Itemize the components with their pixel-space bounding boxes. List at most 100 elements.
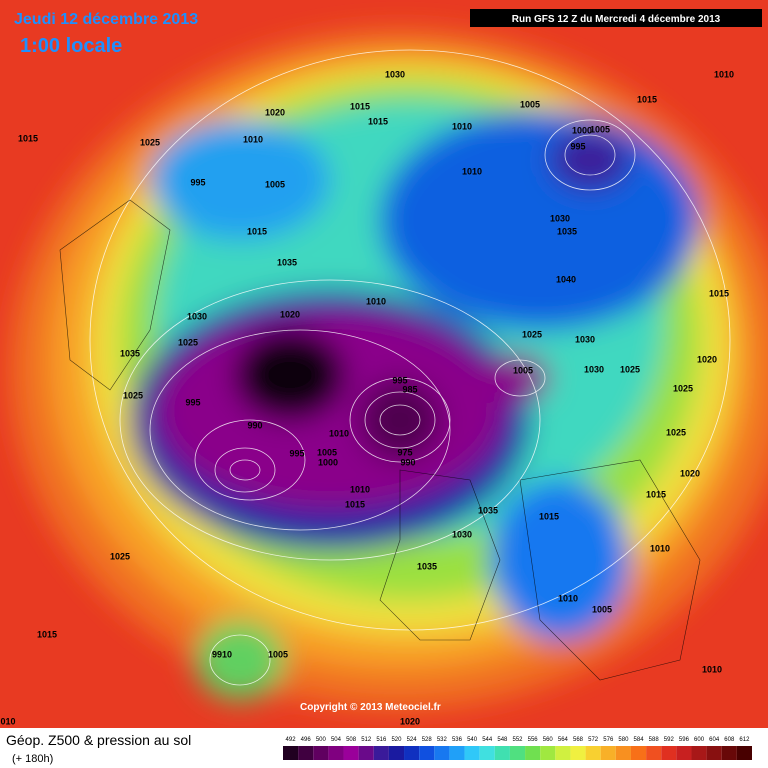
isobar-label: 1025 <box>110 551 130 561</box>
isobar-label: 1010 <box>452 121 472 131</box>
colorbar-label: 512 <box>361 737 372 743</box>
isobar-label: 990 <box>247 420 262 430</box>
isobar-label: 1020 <box>697 354 717 364</box>
isobar-label: 1005 <box>268 649 288 659</box>
colorbar-swatch <box>419 746 435 760</box>
isobar-label: 1010 <box>558 593 578 603</box>
isobar-label: 995 <box>190 177 205 187</box>
field <box>10 30 768 710</box>
isobar-label: 1025 <box>673 383 693 393</box>
colorbar-swatch <box>646 746 662 760</box>
isobar-label: 1015 <box>350 101 370 111</box>
colorbar-label: 556 <box>528 737 539 743</box>
time: 1:00 locale <box>20 35 122 57</box>
isobar-label: 1010 <box>366 296 386 306</box>
colorbar-swatch <box>283 746 299 760</box>
isobar-label: 1020 <box>265 107 285 117</box>
isobar-label: 1010 <box>350 484 370 494</box>
colorbar-label: 508 <box>346 737 357 743</box>
colorbar-swatch <box>540 746 556 760</box>
isobar-label: 1030 <box>575 334 595 344</box>
isobar-label: 1010 <box>650 543 670 553</box>
isobar-label: 1015 <box>345 499 365 509</box>
isobar-label: 1000 <box>318 457 338 467</box>
colorbar-label: 612 <box>739 737 750 743</box>
isobar-label: 1005 <box>592 604 612 614</box>
colorbar-label: 568 <box>573 737 584 743</box>
isobar-label: 1030 <box>452 529 472 539</box>
colorbar-label: 544 <box>482 737 493 743</box>
colorbar-swatch <box>585 746 601 760</box>
footer-title: Géop. Z500 & pression au sol <box>6 732 191 748</box>
isobar-label: 1025 <box>123 390 143 400</box>
isobar-label: 1030 <box>550 213 570 223</box>
copyright: Copyright © 2013 Meteociel.fr <box>300 702 441 713</box>
isobar-label: 1015 <box>646 489 666 499</box>
colorbar-label: 524 <box>407 737 418 743</box>
isobar-label: 1020 <box>680 468 700 478</box>
isobar-label: 985 <box>402 384 417 394</box>
isobar-label: 995 <box>185 397 200 407</box>
isobar-label: 1025 <box>522 329 542 339</box>
isobar-label: 1005 <box>590 124 610 134</box>
colorbar-swatch <box>600 746 616 760</box>
colorbar-label: 576 <box>603 737 614 743</box>
date: Jeudi 12 décembre 2013 <box>14 11 198 28</box>
colorbar-swatch <box>615 746 631 760</box>
isobar-label: 1005 <box>317 447 337 457</box>
isobar-label: 1035 <box>557 226 577 236</box>
isobar-label: 1025 <box>140 137 160 147</box>
isobar-label: 1010 <box>329 428 349 438</box>
run-info: Run GFS 12 Z du Mercredi 4 décembre 2013 <box>512 14 721 25</box>
colorbar-label: 604 <box>709 737 720 743</box>
isobar-label: 1025 <box>620 364 640 374</box>
coastlines <box>59 199 701 681</box>
colorbar-swatch <box>373 746 389 760</box>
isobar-label: 1010 <box>462 166 482 176</box>
isobar-label: 1015 <box>18 133 38 143</box>
colorbar-swatch <box>494 746 510 760</box>
colorbar-swatch <box>434 746 450 760</box>
isobar-label: 1010 <box>714 69 734 79</box>
isobar-label: 1020 <box>400 716 420 726</box>
colorbar-swatch <box>706 746 722 760</box>
isobar-label: 1010 <box>243 134 263 144</box>
colorbar-label: 516 <box>376 737 387 743</box>
isobar-label: 1005 <box>265 179 285 189</box>
isobar-label: 1035 <box>120 348 140 358</box>
colorbar-swatch <box>358 746 374 760</box>
isobar-label: 975 <box>397 447 412 457</box>
colorbar-label: 560 <box>543 737 554 743</box>
colorbar-swatch <box>736 746 752 760</box>
colorbar-label: 608 <box>724 737 735 743</box>
colorbar-swatch <box>388 746 405 760</box>
colorbar-label: 500 <box>316 737 327 743</box>
colorbar-label: 532 <box>437 737 448 743</box>
colorbar-label: 520 <box>391 737 402 743</box>
isobar-label: 1030 <box>584 364 604 374</box>
colorbar-label: 504 <box>331 737 342 743</box>
run-box <box>470 9 762 27</box>
isobar-label: 1035 <box>478 505 498 515</box>
colorbar-label: 600 <box>694 737 705 743</box>
isobar-label: 1010 <box>702 664 722 674</box>
isobar-label: 1015 <box>637 94 657 104</box>
colorbar-swatch <box>676 746 692 760</box>
isobar-label: 1005 <box>520 99 540 109</box>
colorbar-label: 492 <box>286 737 297 743</box>
isobar-label: 995 <box>289 448 304 458</box>
colorbar-label: 580 <box>618 737 629 743</box>
isobar-label: 010 <box>0 716 15 726</box>
isobar-label: 1030 <box>187 311 207 321</box>
isobar-label: 1035 <box>417 561 437 571</box>
isobar-label: 1015 <box>709 288 729 298</box>
colorbar-swatch <box>661 746 677 760</box>
isobar-label: 1015 <box>37 629 57 639</box>
isobar-label: 990 <box>400 457 415 467</box>
colorbar-label: 572 <box>588 737 599 743</box>
colorbar-swatch <box>691 746 707 760</box>
colorbar-swatch <box>570 746 586 760</box>
colorbar-swatch <box>555 746 571 760</box>
colorbar-label: 552 <box>512 737 523 743</box>
